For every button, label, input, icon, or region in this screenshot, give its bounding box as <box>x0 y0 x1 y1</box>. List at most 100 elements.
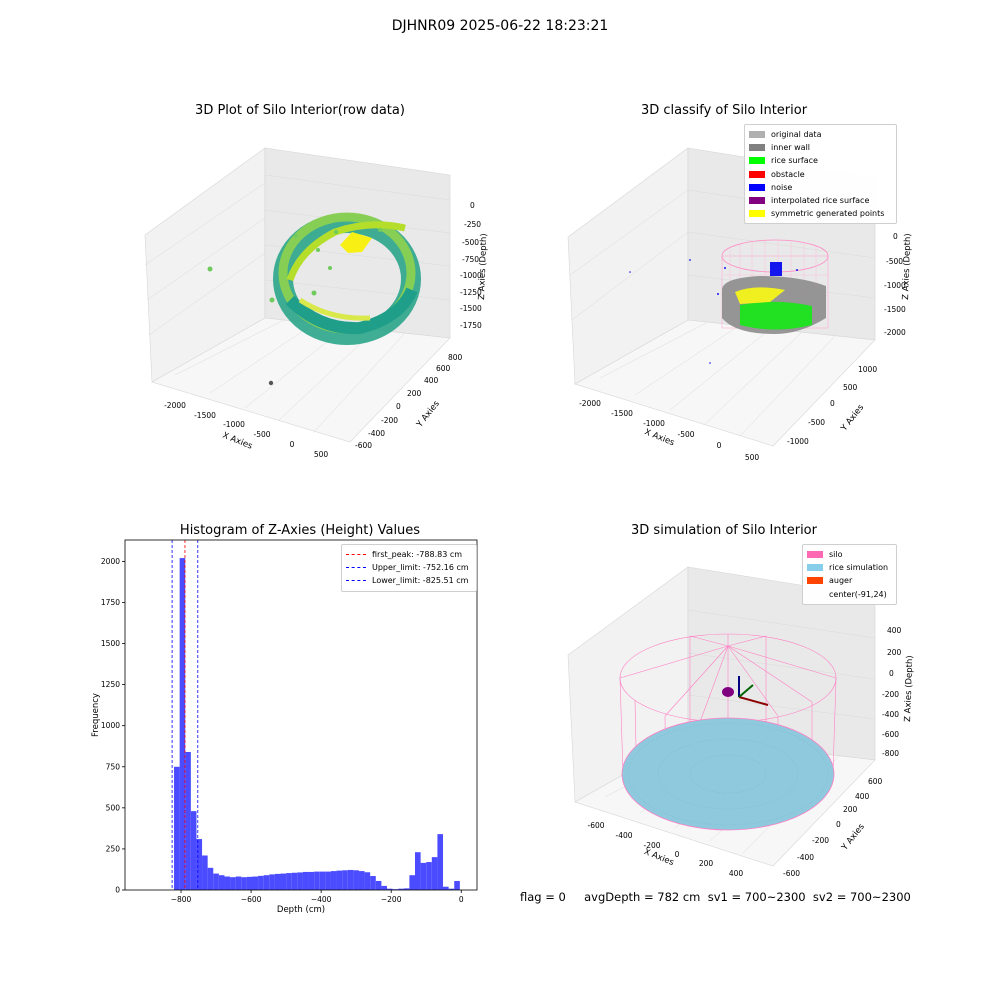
histogram-bar <box>347 869 354 890</box>
legend-entry: interpolated rice surface <box>749 194 892 207</box>
histogram-bar <box>308 871 315 890</box>
histogram-bar <box>454 880 460 890</box>
histogram-bar <box>364 872 371 890</box>
classify-y-tick: -500 <box>808 418 825 427</box>
histogram-bar <box>420 862 427 890</box>
raw-y-tick: 0 <box>396 402 401 411</box>
raw-y-ticks: -600 -400 -200 0 200 400 600 800 <box>355 353 463 450</box>
histogram-bar <box>409 875 416 890</box>
classify-legend: original data inner wall rice surface obsta… <box>744 124 897 225</box>
raw-z-tick: -1000 <box>460 271 482 280</box>
legend-label: auger <box>829 576 853 586</box>
sim-x-tick: 400 <box>729 869 744 878</box>
legend-label: inner wall <box>771 143 811 153</box>
raw-point-cloud <box>207 212 421 386</box>
histogram-bar <box>437 834 444 890</box>
y-tick-label: 2000 <box>101 557 120 566</box>
classify-y-tick: 500 <box>843 383 858 392</box>
raw-z-tick: -1750 <box>460 321 482 330</box>
raw-y-tick: -600 <box>355 441 372 450</box>
sim-z-tick: -800 <box>882 749 899 758</box>
histogram-bar <box>386 888 393 890</box>
x-tick-label: −400 <box>311 895 332 904</box>
classify-z-tick: -1500 <box>884 305 906 314</box>
classify-x-tick: -1000 <box>643 419 665 428</box>
raw-z-tick: -1250 <box>460 288 482 297</box>
legend-label: symmetric generated points <box>771 209 885 219</box>
simulation-y-ticks: -600 -400 -200 0 200 400 600 <box>783 777 883 878</box>
legend-swatch <box>807 577 823 585</box>
sim-z-tick: -600 <box>882 730 899 739</box>
sim-x-tick: 0 <box>675 850 680 859</box>
legend-label: rice surface <box>771 156 818 166</box>
sim-z-label: Z Axies (Depth) <box>903 655 915 722</box>
status-readout: flag = 0 avgDepth = 782 cm sv1 = 700~230… <box>520 890 911 904</box>
legend-swatch <box>749 197 765 205</box>
raw-x-tick: -500 <box>253 430 270 439</box>
x-tick-label: −800 <box>171 895 192 904</box>
y-tick-label: 1000 <box>101 721 120 730</box>
histogram-y-ticks: 0 250 500 750 1000 1250 1500 1750 2000 <box>101 557 125 895</box>
x-tick-label: −600 <box>241 895 262 904</box>
simulation-z-ticks: 400 200 0 -200 -400 -600 -800 <box>882 626 902 758</box>
classify-x-tick: -1500 <box>611 409 633 418</box>
legend-swatch <box>807 591 823 598</box>
histogram-bar <box>426 862 432 890</box>
histogram-bar <box>207 867 214 890</box>
legend-entry: rice surface <box>749 154 892 167</box>
legend-label: silo <box>829 550 843 560</box>
raw-z-tick: -500 <box>462 238 479 247</box>
histogram-bar <box>174 766 180 890</box>
sim-z-tick: -200 <box>882 690 899 699</box>
histogram-bar <box>286 873 292 890</box>
raw-z-tick: -750 <box>462 255 479 264</box>
histogram-bar <box>398 888 404 890</box>
histogram-bar <box>358 871 365 890</box>
raw-plot-title: 3D Plot of Silo Interior(row data) <box>195 103 405 118</box>
classify-y-tick: -1000 <box>787 437 809 446</box>
y-tick-label: 750 <box>106 762 121 771</box>
legend-entry: center(-91,24) <box>807 588 892 601</box>
raw-x-tick: 500 <box>314 450 329 459</box>
histogram-bar <box>179 558 186 890</box>
sim-z-tick: 200 <box>887 648 902 657</box>
sim-y-label: Y Axies <box>839 822 867 854</box>
histogram-legend: first_peak: -788.83 cm Upper_limit: -752.… <box>341 544 477 592</box>
sim-z-tick: 400 <box>887 626 902 635</box>
raw-y-tick: 800 <box>448 353 463 362</box>
histogram-bar <box>342 870 348 890</box>
histogram-bar <box>336 870 343 890</box>
y-tick-label: 0 <box>115 886 120 895</box>
legend-label: obstacle <box>771 169 805 179</box>
classify-y-ticks: -1000 -500 0 500 1000 <box>787 365 877 446</box>
x-tick-label: 0 <box>459 895 464 904</box>
raw-x-tick: 0 <box>290 440 295 449</box>
histogram-bar <box>224 876 231 890</box>
histogram-bar <box>280 873 287 890</box>
histogram-bar <box>325 871 331 890</box>
raw-y-tick: 400 <box>424 376 439 385</box>
classify-x-ticks: -2000 -1500 -1000 -500 0 500 <box>579 399 759 462</box>
histogram-reference-lines <box>171 540 199 890</box>
histogram-bar <box>415 852 421 890</box>
classify-x-tick: 0 <box>717 441 722 450</box>
sim-plot-title: 3D simulation of Silo Interior <box>631 523 817 538</box>
sim-y-tick: -600 <box>783 869 800 878</box>
y-tick-label: 1750 <box>101 598 120 607</box>
raw-z-ticks: 0 -250 -500 -750 -1000 -1250 -1500 -1750 <box>460 201 482 330</box>
sim-y-tick: -200 <box>812 836 829 845</box>
histogram-x-label: Depth (cm) <box>277 905 325 915</box>
histogram-bar <box>258 875 264 890</box>
histogram-bar <box>448 888 455 890</box>
histogram-bar <box>252 876 259 890</box>
sim-y-tick: 0 <box>836 820 841 829</box>
classify-x-tick: 500 <box>745 453 760 462</box>
legend-entry: Lower_limit: -825.51 cm <box>346 574 472 587</box>
legend-entry: noise <box>749 181 892 194</box>
legend-entry: original data <box>749 128 892 141</box>
histogram-bar <box>241 877 247 890</box>
raw-y-tick: 200 <box>407 389 422 398</box>
